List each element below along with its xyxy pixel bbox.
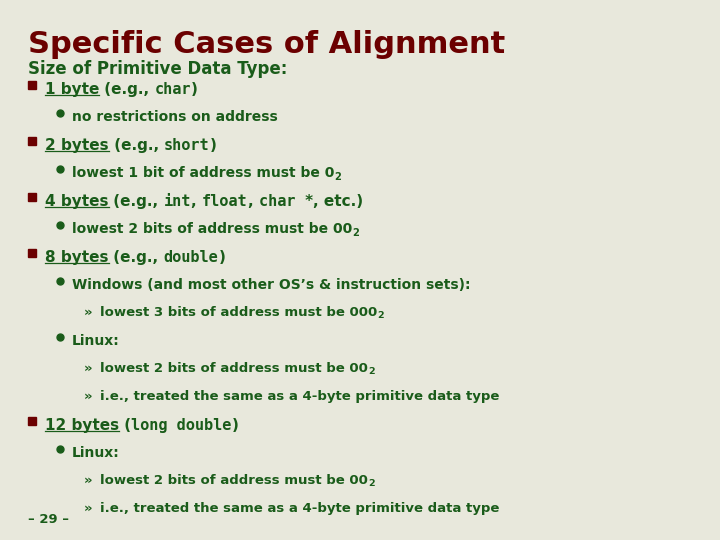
Text: Size of Primitive Data Type:: Size of Primitive Data Type: — [28, 60, 287, 78]
Text: (e.g.,: (e.g., — [99, 82, 155, 97]
Text: »: » — [84, 362, 93, 375]
Text: (e.g.,: (e.g., — [109, 250, 164, 265]
Text: »: » — [84, 390, 93, 403]
Text: Specific Cases of Alignment: Specific Cases of Alignment — [28, 30, 505, 59]
Text: short: short — [164, 138, 210, 153]
Text: lowest 2 bits of address must be 00: lowest 2 bits of address must be 00 — [72, 222, 352, 236]
Text: no restrictions on address: no restrictions on address — [72, 110, 278, 124]
Text: – 29 –: – 29 – — [28, 513, 69, 526]
Text: 4 bytes: 4 bytes — [45, 194, 109, 209]
Text: ,: , — [192, 194, 202, 209]
Text: ): ) — [192, 82, 198, 97]
Text: , etc.): , etc.) — [313, 194, 364, 209]
Text: 2: 2 — [352, 227, 359, 238]
Text: »: » — [84, 502, 93, 515]
Text: ): ) — [210, 138, 217, 153]
Text: long double: long double — [131, 418, 232, 433]
Text: ,: , — [248, 194, 258, 209]
Text: (e.g.,: (e.g., — [109, 138, 164, 153]
Text: 2: 2 — [377, 311, 384, 320]
Text: ): ) — [219, 250, 225, 265]
Text: 2: 2 — [334, 172, 341, 181]
Text: Linux:: Linux: — [72, 446, 120, 460]
Text: 12 bytes: 12 bytes — [45, 418, 119, 433]
Text: 2: 2 — [368, 367, 374, 376]
Text: ): ) — [232, 418, 238, 433]
Text: 8 bytes: 8 bytes — [45, 250, 109, 265]
Text: 1 byte: 1 byte — [45, 82, 99, 97]
Text: lowest 2 bits of address must be 00: lowest 2 bits of address must be 00 — [100, 362, 368, 375]
Text: »: » — [84, 306, 93, 319]
Text: double: double — [164, 250, 219, 265]
Text: char *: char * — [258, 194, 313, 209]
Text: (e.g.,: (e.g., — [109, 194, 164, 209]
Text: lowest 3 bits of address must be 000: lowest 3 bits of address must be 000 — [100, 306, 377, 319]
Text: Linux:: Linux: — [72, 334, 120, 348]
Text: i.e., treated the same as a 4-byte primitive data type: i.e., treated the same as a 4-byte primi… — [100, 390, 500, 403]
Text: int: int — [164, 194, 192, 209]
Text: char: char — [155, 82, 192, 97]
Text: 2 bytes: 2 bytes — [45, 138, 109, 153]
Text: float: float — [202, 194, 248, 209]
Text: »: » — [84, 474, 93, 487]
Text: (: ( — [119, 418, 131, 433]
Text: i.e., treated the same as a 4-byte primitive data type: i.e., treated the same as a 4-byte primi… — [100, 502, 500, 515]
Text: lowest 1 bit of address must be 0: lowest 1 bit of address must be 0 — [72, 166, 334, 180]
Text: Windows (and most other OS’s & instruction sets):: Windows (and most other OS’s & instructi… — [72, 278, 470, 292]
Text: lowest 2 bits of address must be 00: lowest 2 bits of address must be 00 — [100, 474, 368, 487]
Text: 2: 2 — [368, 479, 374, 488]
